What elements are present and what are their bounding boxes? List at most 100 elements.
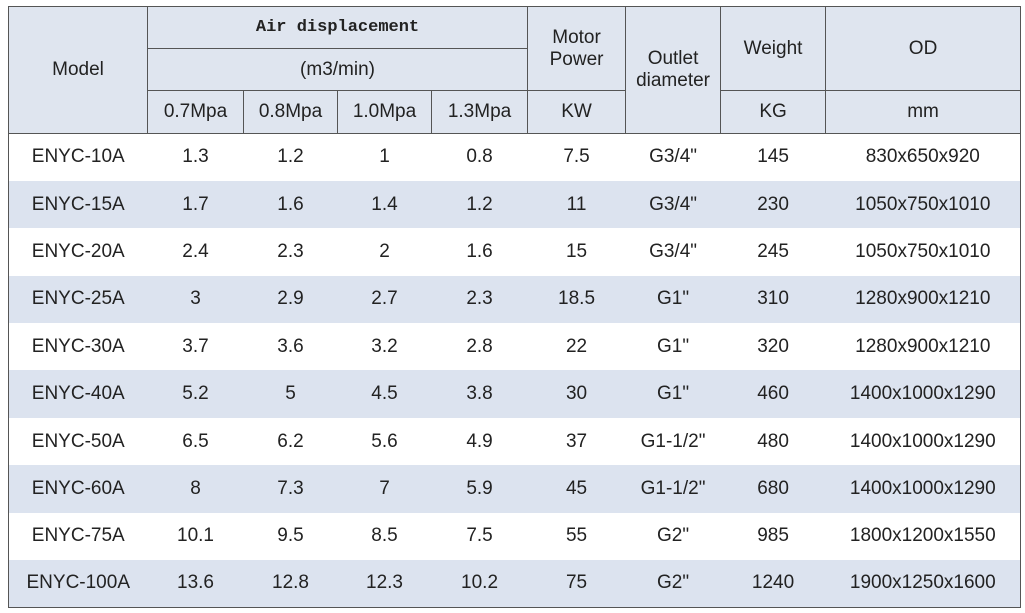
table-cell: ENYC-20A xyxy=(8,228,148,276)
table-cell: 22 xyxy=(565,335,588,357)
table-cell: 145 xyxy=(757,146,789,168)
table-cell: 3.8 xyxy=(431,370,528,418)
table-cell: 55 xyxy=(565,525,588,547)
header-cell: Model xyxy=(8,6,148,134)
table-cell: ENYC-25A xyxy=(8,275,148,324)
header-cell: KG xyxy=(720,90,827,134)
table-cell: ENYC-75A xyxy=(8,512,148,561)
spec-table: Model Air displacement Motor Power Outle… xyxy=(8,6,1022,608)
table-cell: 7.5 xyxy=(466,525,493,547)
table-cell: 10.1 xyxy=(177,525,214,547)
table-cell: 3 xyxy=(147,275,244,324)
table-cell: 3.7 xyxy=(182,335,209,357)
table-cell: 5.2 xyxy=(147,370,244,418)
table-cell: 830x650x920 xyxy=(825,133,1022,181)
table-row: ENYC-50A 6.5 6.2 5.6 4.9 37 G1-1/2" 480 1400x100… xyxy=(8,417,1022,466)
header-cell: 1.3Mpa xyxy=(430,90,529,134)
header-cell: 0.8Mpa xyxy=(243,90,338,134)
table-cell: 13.6 xyxy=(147,560,244,608)
table-row: ENYC-15A 1.7 1.6 1.4 1.2 11 G3/4" 230 1050x750x1… xyxy=(8,180,1022,229)
table-cell: 3.6 xyxy=(277,335,304,357)
table-cell: G3/4" xyxy=(649,146,698,168)
table-cell: 1 xyxy=(379,146,390,168)
table-cell: 1.4 xyxy=(337,180,432,229)
table-cell: 1.2 xyxy=(277,146,304,168)
table-cell: 1400x1000x1290 xyxy=(825,465,1022,513)
table-cell: G3/4" xyxy=(649,240,698,262)
table-cell: 1280x900x1210 xyxy=(825,323,1022,371)
table-cell: ENYC-100A xyxy=(8,560,148,608)
table-cell: 1240 xyxy=(720,560,826,608)
table-row: ENYC-30A 3.7 3.6 3.2 2.8 22 G1" 320 1280x900x121… xyxy=(8,323,1022,371)
table-cell: 680 xyxy=(720,465,826,513)
header-cell: 0.7Mpa xyxy=(147,90,244,134)
table-cell: 1.6 xyxy=(466,240,493,262)
table-header: Model Air displacement Motor Power Outle… xyxy=(8,6,1022,134)
table-cell: 320 xyxy=(757,335,789,357)
table-cell: 245 xyxy=(757,240,789,262)
table-row: ENYC-20A 2.4 2.3 2 1.6 15 G3/4" 245 1050x750x101… xyxy=(8,228,1022,276)
table-cell: 1800x1200x1550 xyxy=(825,512,1022,561)
table-cell: 1280x900x1210 xyxy=(825,275,1022,324)
table-cell: 1.7 xyxy=(147,180,244,229)
table-cell: 45 xyxy=(527,465,626,513)
table-cell: 480 xyxy=(757,430,789,452)
table-cell: 30 xyxy=(527,370,626,418)
table-cell: 11 xyxy=(527,180,626,229)
table-cell: G1-1/2" xyxy=(625,465,721,513)
table-cell: ENYC-10A xyxy=(8,133,148,181)
table-cell: 0.8 xyxy=(466,146,493,168)
table-cell: 2.9 xyxy=(243,275,338,324)
table-cell: G1-1/2" xyxy=(640,430,706,452)
header-cell: Air displacement xyxy=(146,6,529,49)
table-cell: 10.2 xyxy=(431,560,528,608)
table-cell: 4.9 xyxy=(466,430,493,452)
table-cell: ENYC-60A xyxy=(8,465,148,513)
table-row: ENYC-75A 10.1 9.5 8.5 7.5 55 G2" 985 1800x1200x1… xyxy=(8,512,1022,561)
table-cell: ENYC-30A xyxy=(8,323,148,371)
table-cell: 8.5 xyxy=(371,525,398,547)
header-cell: (m3/min) xyxy=(146,48,529,91)
table-cell: 37 xyxy=(565,430,588,452)
table-cell: G2" xyxy=(657,525,690,547)
table-cell: 1.6 xyxy=(243,180,338,229)
table-cell: G3/4" xyxy=(625,180,721,229)
table-cell: 5.9 xyxy=(431,465,528,513)
table-cell: 5 xyxy=(243,370,338,418)
header-cell: 1.0Mpa xyxy=(337,90,432,134)
table-cell: 18.5 xyxy=(527,275,626,324)
table-cell: 9.5 xyxy=(277,525,304,547)
header-cell: mm xyxy=(825,90,1022,134)
table-cell: 3.2 xyxy=(371,335,398,357)
table-cell: 985 xyxy=(757,525,789,547)
table-cell: 310 xyxy=(720,275,826,324)
table-cell: 12.3 xyxy=(337,560,432,608)
table-cell: 1400x1000x1290 xyxy=(825,370,1022,418)
table-cell: 15 xyxy=(565,240,588,262)
table-cell: 2.4 xyxy=(182,240,209,262)
table-cell: 1050x750x1010 xyxy=(825,180,1022,229)
table-row: ENYC-60A 8 7.3 7 5.9 45 G1-1/2" 680 1400x1000x12… xyxy=(8,465,1022,513)
table-row: ENYC-40A 5.2 5 4.5 3.8 30 G1" 460 1400x1000x1290 xyxy=(8,370,1022,418)
table-cell: 7 xyxy=(337,465,432,513)
table-cell: ENYC-15A xyxy=(8,180,148,229)
table-cell: 2.3 xyxy=(277,240,304,262)
table-cell: 2.8 xyxy=(466,335,493,357)
table-cell: G1" xyxy=(657,335,690,357)
table-cell: 6.5 xyxy=(182,430,209,452)
table-cell: G2" xyxy=(625,560,721,608)
header-cell: Motor Power xyxy=(527,6,627,91)
table-cell: 460 xyxy=(720,370,826,418)
table-cell: 230 xyxy=(720,180,826,229)
table-cell: 8 xyxy=(147,465,244,513)
table-cell: 2.3 xyxy=(431,275,528,324)
table-cell: G1" xyxy=(625,370,721,418)
header-cell: KW xyxy=(527,90,627,134)
table-cell: 1400x1000x1290 xyxy=(825,417,1022,466)
table-cell: 1050x750x1010 xyxy=(825,228,1022,276)
table-cell: 1.2 xyxy=(431,180,528,229)
table-cell: ENYC-50A xyxy=(8,417,148,466)
table-row: ENYC-10A 1.3 1.2 1 0.8 7.5 G3/4" 145 830x650x920 xyxy=(8,133,1022,181)
table-cell: 1900x1250x1600 xyxy=(825,560,1022,608)
